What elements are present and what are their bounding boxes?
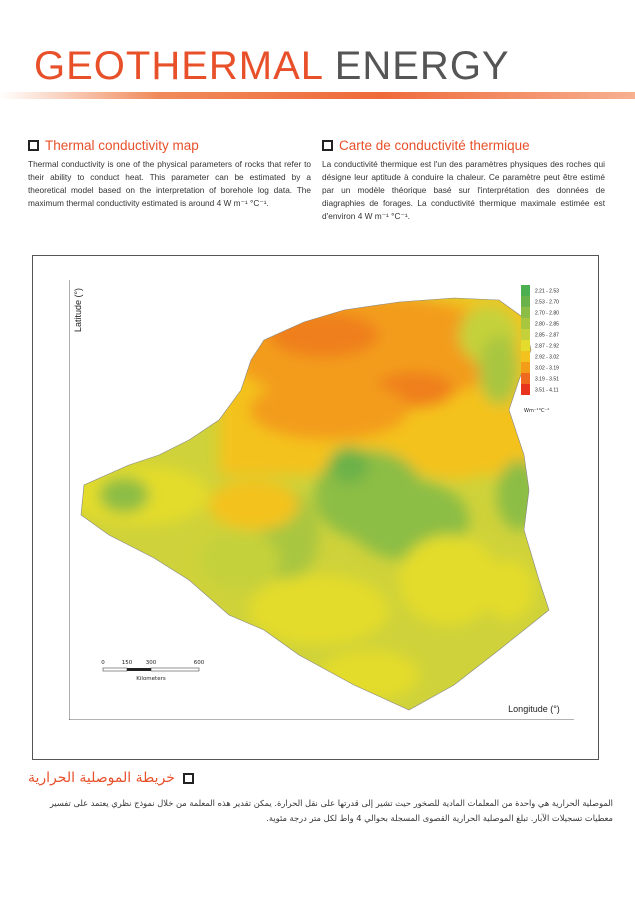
legend-label: 2.85 - 2.87: [535, 333, 559, 339]
legend-swatch: [521, 307, 530, 318]
legend-label: 2.80 - 2.85: [535, 322, 559, 328]
legend-label: 2.21 - 2.53: [535, 289, 559, 295]
square-bullet-icon: [322, 140, 333, 151]
arabic-body: الموصلية الحرارية هي واحدة من المعلمات ا…: [49, 798, 613, 823]
legend-swatch: [521, 285, 530, 296]
scale-bar: 0 150 300 600 Kilometers: [101, 660, 204, 682]
x-axis-label: Longitude (°): [508, 704, 560, 714]
english-body: Thermal conductivity is one of the physi…: [28, 159, 311, 208]
french-heading: Carte de conductivité thermique: [322, 138, 605, 153]
map-legend: 2.21 - 2.53 2.53 - 2.70 2.70 - 2.80 2.80 - …: [521, 285, 559, 395]
legend-swatch: [521, 318, 530, 329]
french-heading-text: Carte de conductivité thermique: [339, 138, 530, 153]
legend-label: 3.19 - 3.51: [535, 377, 559, 383]
header-rule: [0, 92, 635, 99]
legend-label: 2.87 - 2.92: [535, 344, 559, 350]
legend-swatch: [521, 329, 530, 340]
english-heading-text: Thermal conductivity map: [45, 138, 199, 153]
legend-label: 3.02 - 3.19: [535, 366, 559, 372]
english-heading: Thermal conductivity map: [28, 138, 311, 153]
arabic-section: خريطة الموصلية الحرارية الموصلية الحراري…: [28, 770, 613, 826]
page-title: GEOTHERMAL ENERGY: [34, 42, 510, 90]
conductivity-map: -8-6-4-2024681012 363432302826242220 Lat…: [69, 280, 574, 720]
legend-swatch: [521, 340, 530, 351]
scale-tick-label: 600: [194, 660, 205, 666]
square-bullet-icon: [28, 140, 39, 151]
legend-label: 2.92 - 3.02: [535, 355, 559, 361]
legend-swatch: [521, 296, 530, 307]
title-word-geothermal: GEOTHERMAL: [34, 44, 323, 88]
square-bullet-icon: [182, 772, 194, 784]
legend-label: 3.51 - 4.11: [535, 388, 559, 394]
legend-swatch: [521, 373, 530, 384]
arabic-heading: خريطة الموصلية الحرارية: [28, 770, 613, 786]
title-word-energy: ENERGY: [334, 44, 510, 88]
legend-swatch: [521, 351, 530, 362]
arabic-heading-text: خريطة الموصلية الحرارية: [28, 770, 175, 786]
scale-unit: Kilometers: [136, 676, 166, 682]
conductivity-map-frame: -8-6-4-2024681012 363432302826242220 Lat…: [32, 255, 599, 760]
legend-unit: Wm⁻¹°C⁻¹: [524, 408, 549, 414]
y-axis-label: Latitude (°): [73, 288, 83, 332]
legend-swatch: [521, 362, 530, 373]
scale-tick-label: 0: [101, 660, 105, 666]
legend-label: 2.53 - 2.70: [535, 300, 559, 306]
scale-tick-label: 150: [122, 660, 133, 666]
legend-swatch: [521, 384, 530, 395]
legend-label: 2.70 - 2.80: [535, 311, 559, 317]
french-body: La conductivité thermique est l'un des p…: [322, 159, 605, 221]
french-section: Carte de conductivité thermique La condu…: [322, 138, 605, 223]
algeria-outline: [80, 297, 550, 711]
scale-tick-label: 300: [146, 660, 157, 666]
english-section: Thermal conductivity map Thermal conduct…: [28, 138, 311, 210]
